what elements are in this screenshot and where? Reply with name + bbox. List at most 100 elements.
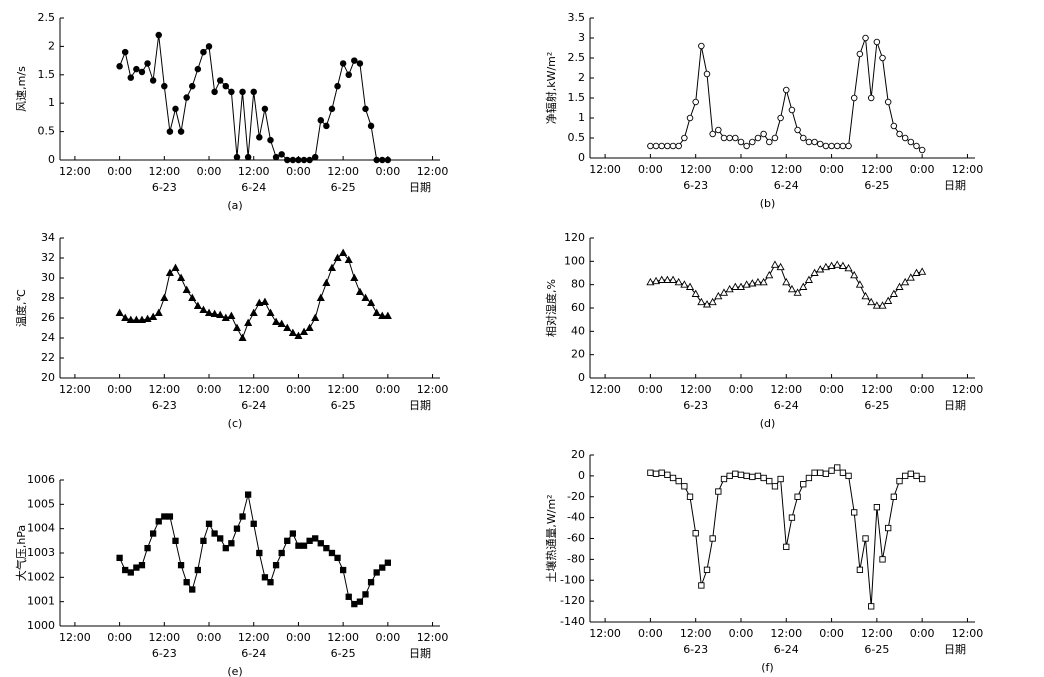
marker	[351, 600, 358, 608]
x-tick-label: 12:00	[238, 383, 270, 396]
marker	[171, 263, 180, 271]
date-label: 6-23	[152, 647, 177, 660]
marker	[918, 146, 926, 154]
date-label: 6-23	[152, 181, 177, 194]
marker	[278, 151, 285, 158]
marker	[149, 312, 158, 320]
marker	[137, 315, 147, 323]
marker	[261, 574, 269, 581]
marker	[737, 471, 745, 478]
marker	[378, 311, 387, 319]
y-tick-label: 0.5	[38, 125, 56, 138]
marker	[816, 140, 824, 148]
x-tick-label: 12:00	[417, 165, 449, 178]
marker	[373, 569, 380, 576]
marker	[867, 297, 876, 306]
marker	[709, 535, 716, 542]
x-tick-label: 0:00	[910, 383, 935, 396]
y-tick-label: 1	[578, 111, 585, 124]
marker	[155, 518, 162, 525]
marker	[189, 586, 196, 593]
marker	[161, 82, 168, 90]
y-tick-label: 32	[41, 251, 55, 264]
marker	[193, 301, 202, 309]
marker	[816, 265, 825, 273]
marker	[879, 54, 886, 62]
marker	[250, 520, 257, 527]
x-tick-label: 0:00	[910, 163, 935, 176]
marker	[228, 88, 235, 96]
marker	[328, 105, 336, 113]
x-tick-label: 12:00	[861, 383, 893, 396]
date-label: 6-23	[683, 179, 708, 192]
caption: (b)	[760, 197, 776, 210]
marker	[647, 142, 654, 150]
y-tick-label: 3.5	[568, 11, 586, 24]
marker	[675, 142, 682, 150]
marker	[783, 86, 790, 94]
x-tick-label: 12:00	[148, 631, 180, 644]
marker	[311, 153, 319, 161]
marker	[182, 285, 191, 293]
marker	[361, 293, 370, 301]
x-tick-label: 12:00	[238, 165, 270, 178]
marker	[239, 513, 246, 520]
marker	[884, 98, 892, 106]
marker	[144, 60, 151, 67]
marker	[776, 262, 785, 271]
marker	[339, 248, 348, 256]
x-tick-label: 0:00	[910, 627, 935, 640]
marker	[272, 317, 281, 325]
marker	[681, 483, 688, 490]
x-tick-label: 12:00	[589, 163, 621, 176]
marker	[760, 474, 767, 482]
marker	[165, 268, 174, 276]
y-axis-label: 相对湿度,%	[544, 279, 558, 337]
marker	[217, 535, 224, 542]
x-tick-label: 12:00	[238, 631, 270, 644]
marker	[821, 262, 830, 271]
x-tick-label: 0:00	[638, 163, 663, 176]
marker	[765, 270, 774, 279]
marker	[379, 156, 386, 164]
marker	[719, 288, 729, 296]
marker	[668, 275, 678, 283]
marker	[127, 74, 135, 81]
marker	[856, 50, 864, 58]
x-tick-label: 0:00	[375, 383, 400, 396]
marker	[183, 579, 190, 586]
marker	[256, 549, 263, 557]
marker	[345, 71, 352, 79]
marker	[121, 313, 130, 321]
marker	[161, 513, 168, 520]
x-axis-label: 日期	[409, 647, 431, 660]
marker	[127, 569, 134, 576]
marker	[760, 130, 767, 138]
y-tick-label: 1003	[27, 546, 55, 559]
marker	[356, 60, 364, 67]
marker	[183, 94, 190, 101]
y-tick-label: 2	[48, 39, 55, 52]
marker	[334, 554, 341, 562]
marker	[255, 298, 264, 306]
marker	[879, 556, 886, 563]
marker	[289, 530, 296, 537]
x-tick-label: 12:00	[861, 627, 893, 640]
marker	[216, 310, 225, 318]
marker	[664, 471, 671, 478]
marker	[658, 469, 665, 476]
marker	[828, 142, 835, 150]
marker	[133, 564, 140, 571]
marker	[267, 579, 274, 586]
marker	[295, 542, 302, 549]
marker	[316, 293, 325, 301]
data-line	[119, 34, 388, 161]
x-tick-label: 0:00	[197, 383, 222, 396]
marker	[805, 474, 813, 482]
marker	[177, 562, 185, 569]
date-label: 6-23	[683, 643, 708, 656]
x-tick-label: 12:00	[861, 163, 893, 176]
marker	[827, 261, 836, 269]
marker	[787, 284, 796, 293]
